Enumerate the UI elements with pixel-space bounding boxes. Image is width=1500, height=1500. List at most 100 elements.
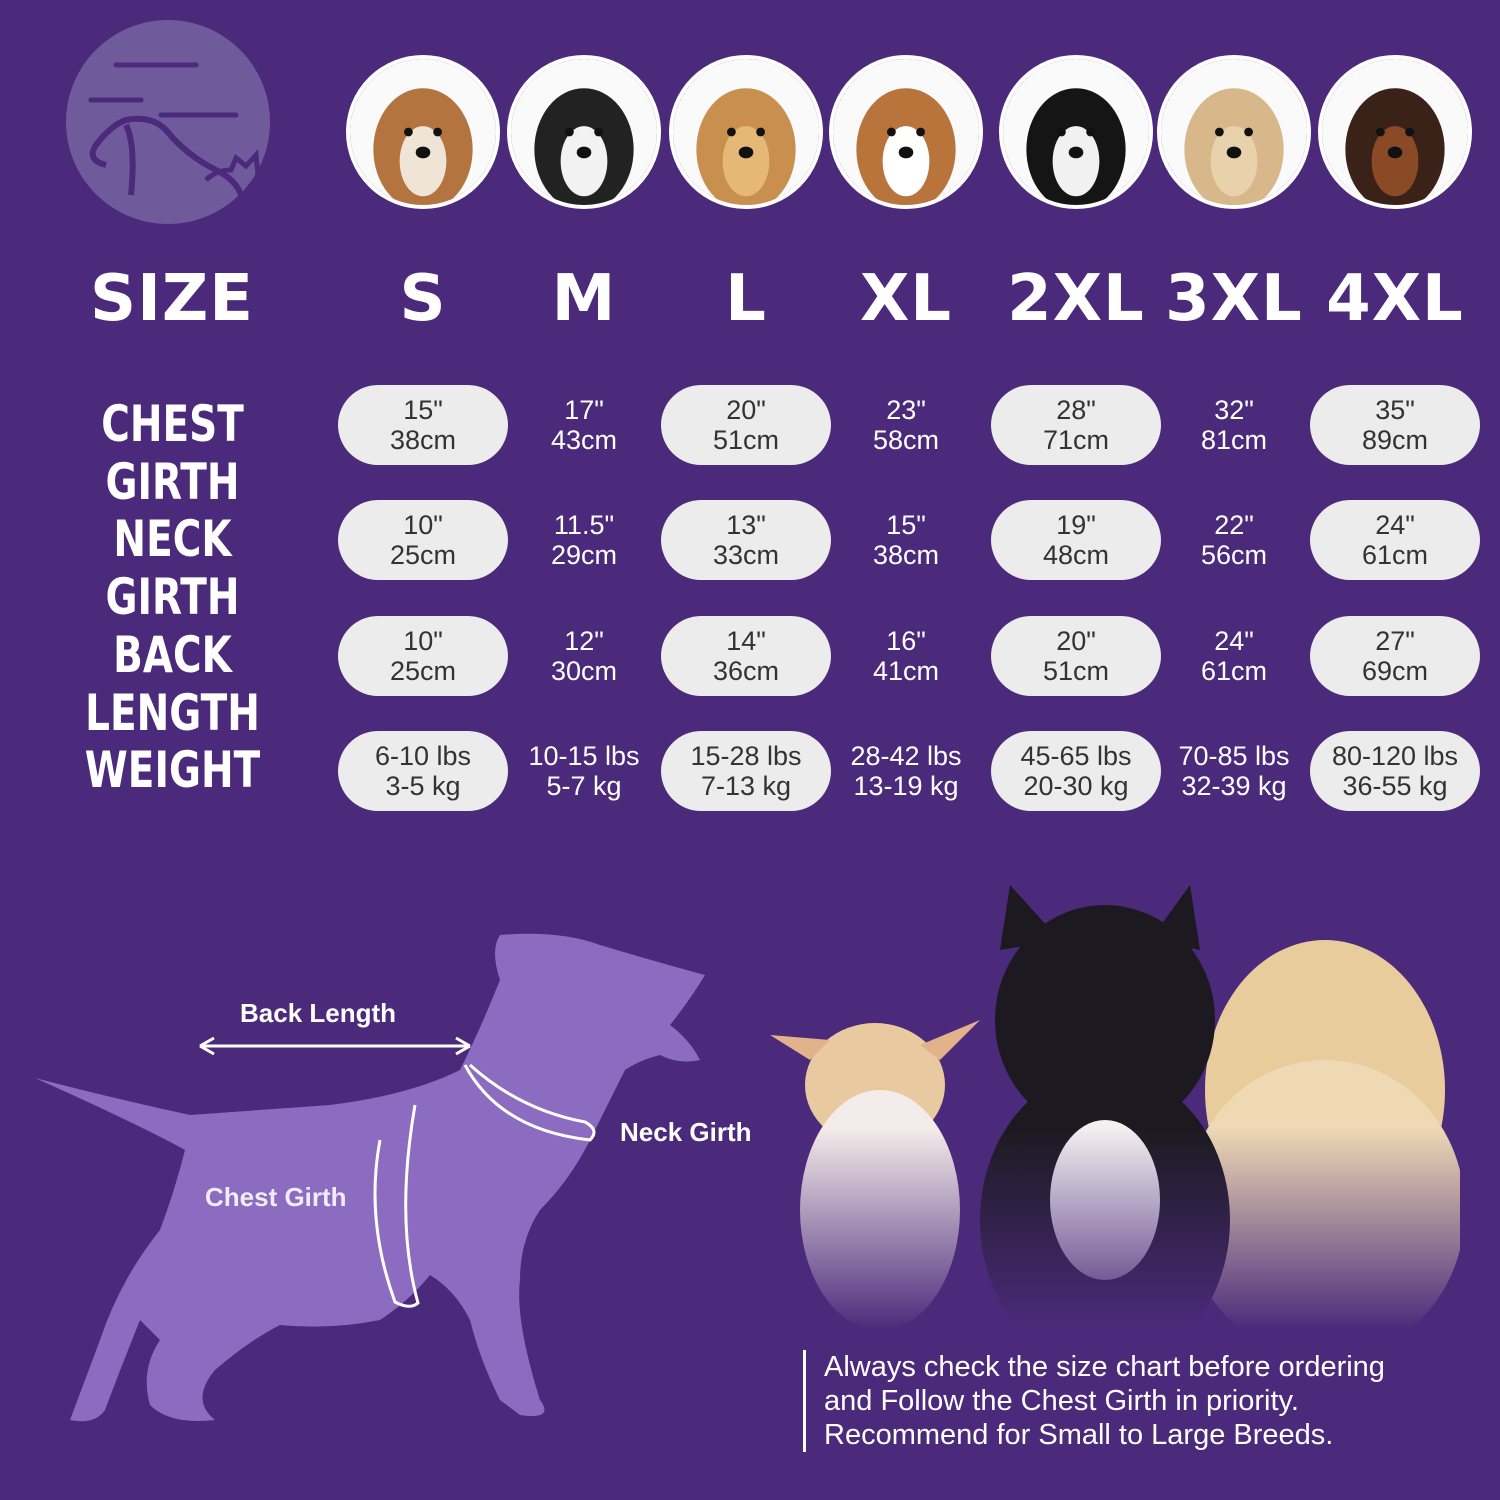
size-cell: 45-65 lbs 20-30 kg (991, 731, 1161, 811)
cell-metric: 38cm (389, 425, 457, 455)
size-cell: 22" 56cm (1149, 500, 1319, 580)
size-cell: 80-120 lbs 36-55 kg (1310, 731, 1480, 811)
cell-imperial: 32" (1214, 395, 1254, 425)
size-cell: 11.5" 29cm (499, 500, 669, 580)
size-cell: 24" 61cm (1149, 616, 1319, 696)
size-cell: 27" 69cm (1310, 616, 1480, 696)
breed-photo-beagle (829, 55, 983, 209)
size-cell: 19" 48cm (991, 500, 1161, 580)
cell-metric: 48cm (1042, 540, 1110, 570)
size-header-xl: XL (859, 262, 953, 336)
cell-metric: 7-13 kg (700, 771, 792, 801)
cell-imperial: 10" (403, 626, 443, 656)
breed-photo-shih-tzu (346, 55, 500, 209)
cell-imperial: 12" (564, 626, 604, 656)
cell-metric: 58cm (872, 425, 940, 455)
size-header-2xl: 2XL (1007, 262, 1145, 336)
cell-metric: 3-5 kg (385, 771, 461, 801)
logo (66, 20, 270, 227)
size-header-m: M (551, 262, 617, 336)
cell-imperial: 11.5" (553, 510, 615, 540)
breed-photo-boston-terrier (507, 55, 661, 209)
cell-metric: 5-7 kg (546, 771, 622, 801)
dog-silhouette-icon (35, 933, 705, 1422)
note-line: Always check the size chart before order… (824, 1351, 1385, 1383)
cell-metric: 25cm (389, 540, 457, 570)
cell-imperial: 17" (564, 395, 604, 425)
cell-metric: 20-30 kg (1023, 771, 1129, 801)
size-header-s: S (399, 262, 447, 336)
size-cell: 10-15 lbs 5-7 kg (499, 731, 669, 811)
row-label: BACK LENGTH (85, 626, 260, 742)
cell-imperial: 70-85 lbs (1178, 741, 1290, 771)
size-cell: 10" 25cm (338, 616, 508, 696)
neck-girth-label: Neck Girth (620, 1117, 752, 1147)
cell-imperial: 10-15 lbs (528, 741, 640, 771)
cell-metric: 71cm (1042, 425, 1110, 455)
dog-measurement-diagram: Back Length Neck Girth Chest Girth (0, 900, 780, 1460)
cell-metric: 41cm (872, 656, 940, 686)
cell-metric: 25cm (389, 656, 457, 686)
cell-imperial: 28-42 lbs (850, 741, 962, 771)
size-cell: 16" 41cm (821, 616, 991, 696)
breed-photo-labrador (1157, 55, 1311, 209)
cell-imperial: 22" (1214, 510, 1254, 540)
cell-imperial: 10" (403, 510, 443, 540)
cell-metric: 36-55 kg (1342, 771, 1448, 801)
cell-metric: 38cm (872, 540, 940, 570)
cell-metric: 61cm (1361, 540, 1429, 570)
three-dogs-photo (760, 880, 1465, 1370)
cell-imperial: 28" (1056, 395, 1096, 425)
cell-imperial: 80-120 lbs (1331, 741, 1459, 771)
size-cell: 12" 30cm (499, 616, 669, 696)
size-cell: 35" 89cm (1310, 385, 1480, 465)
back-length-label: Back Length (240, 998, 397, 1028)
cell-imperial: 15-28 lbs (690, 741, 802, 771)
size-cell: 14" 36cm (661, 616, 831, 696)
cell-metric: 81cm (1200, 425, 1268, 455)
cell-imperial: 15" (403, 395, 443, 425)
cell-metric: 29cm (550, 540, 618, 570)
size-cell: 23" 58cm (821, 385, 991, 465)
cell-metric: 33cm (712, 540, 780, 570)
size-cell: 13" 33cm (661, 500, 831, 580)
size-cell: 32" 81cm (1149, 385, 1319, 465)
cell-imperial: 27" (1375, 626, 1415, 656)
dog-cat-icon (88, 62, 264, 227)
size-cell: 70-85 lbs 32-39 kg (1149, 731, 1319, 811)
size-cell: 15" 38cm (821, 500, 991, 580)
size-cell: 28" 71cm (991, 385, 1161, 465)
cell-imperial: 6-10 lbs (374, 741, 472, 771)
size-header-4xl: 4XL (1326, 262, 1464, 336)
cell-imperial: 14" (726, 626, 766, 656)
cell-imperial: 24" (1375, 510, 1415, 540)
cell-metric: 51cm (712, 425, 780, 455)
size-cell: 17" 43cm (499, 385, 669, 465)
cell-metric: 51cm (1042, 656, 1110, 686)
cell-metric: 61cm (1200, 656, 1268, 686)
size-advice-note: Always check the size chart before order… (803, 1350, 1385, 1452)
note-line: Recommend for Small to Large Breeds. (824, 1419, 1334, 1451)
note-line: and Follow the Chest Girth in priority. (824, 1385, 1299, 1417)
size-cell: 20" 51cm (991, 616, 1161, 696)
cell-metric: 69cm (1361, 656, 1429, 686)
size-cell: 15" 38cm (338, 385, 508, 465)
cell-imperial: 45-65 lbs (1020, 741, 1132, 771)
size-header-l: L (725, 262, 767, 336)
breed-photo-doberman (1318, 55, 1472, 209)
row-label: WEIGHT (84, 741, 261, 799)
size-cell: 6-10 lbs 3-5 kg (338, 731, 508, 811)
breed-photo-border-collie (999, 55, 1153, 209)
cell-imperial: 16" (886, 626, 926, 656)
cell-metric: 89cm (1361, 425, 1429, 455)
row-label: NECK GIRTH (105, 510, 240, 626)
cell-imperial: 13" (726, 510, 766, 540)
breed-photo-cocker-spaniel (669, 55, 823, 209)
chest-girth-label: Chest Girth (205, 1182, 347, 1212)
size-header-3xl: 3XL (1165, 262, 1303, 336)
cell-metric: 36cm (712, 656, 780, 686)
cell-imperial: 20" (726, 395, 766, 425)
size-cell: 20" 51cm (661, 385, 831, 465)
cell-metric: 32-39 kg (1181, 771, 1287, 801)
size-header-label: SIZE (89, 262, 255, 336)
